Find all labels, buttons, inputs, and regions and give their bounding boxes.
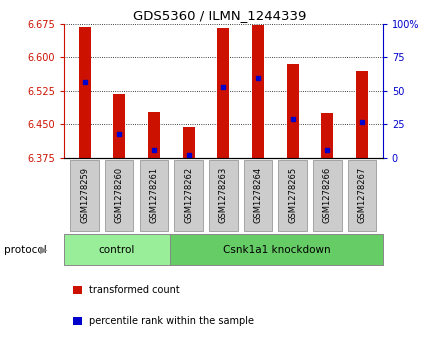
Text: transformed count: transformed count xyxy=(89,285,180,295)
FancyBboxPatch shape xyxy=(279,160,307,231)
FancyBboxPatch shape xyxy=(64,234,170,265)
FancyBboxPatch shape xyxy=(313,160,341,231)
Text: ▶: ▶ xyxy=(40,245,48,254)
Bar xyxy=(252,25,264,158)
Text: GSM1278259: GSM1278259 xyxy=(80,167,89,223)
Text: GSM1278261: GSM1278261 xyxy=(150,167,158,223)
FancyBboxPatch shape xyxy=(170,234,383,265)
Bar xyxy=(321,113,334,158)
Bar xyxy=(148,112,160,158)
FancyBboxPatch shape xyxy=(244,160,272,231)
Text: GSM1278266: GSM1278266 xyxy=(323,167,332,223)
Text: percentile rank within the sample: percentile rank within the sample xyxy=(89,316,254,326)
Text: GSM1278267: GSM1278267 xyxy=(357,167,367,223)
Text: Csnk1a1 knockdown: Csnk1a1 knockdown xyxy=(223,245,330,254)
Bar xyxy=(183,127,194,158)
Bar xyxy=(356,72,368,158)
Text: GSM1278263: GSM1278263 xyxy=(219,167,228,223)
Text: protocol: protocol xyxy=(4,245,47,254)
Text: control: control xyxy=(99,245,135,254)
Bar xyxy=(217,28,229,158)
Text: GSM1278264: GSM1278264 xyxy=(253,167,263,223)
Text: GSM1278262: GSM1278262 xyxy=(184,167,193,223)
FancyBboxPatch shape xyxy=(174,160,203,231)
FancyBboxPatch shape xyxy=(70,160,99,231)
Text: GSM1278260: GSM1278260 xyxy=(115,167,124,223)
Bar xyxy=(113,94,125,158)
FancyBboxPatch shape xyxy=(140,160,168,231)
Text: GDS5360 / ILMN_1244339: GDS5360 / ILMN_1244339 xyxy=(133,9,307,22)
Text: GSM1278265: GSM1278265 xyxy=(288,167,297,223)
Bar xyxy=(286,64,299,158)
FancyBboxPatch shape xyxy=(209,160,238,231)
FancyBboxPatch shape xyxy=(348,160,376,231)
Bar xyxy=(78,27,91,158)
FancyBboxPatch shape xyxy=(105,160,133,231)
